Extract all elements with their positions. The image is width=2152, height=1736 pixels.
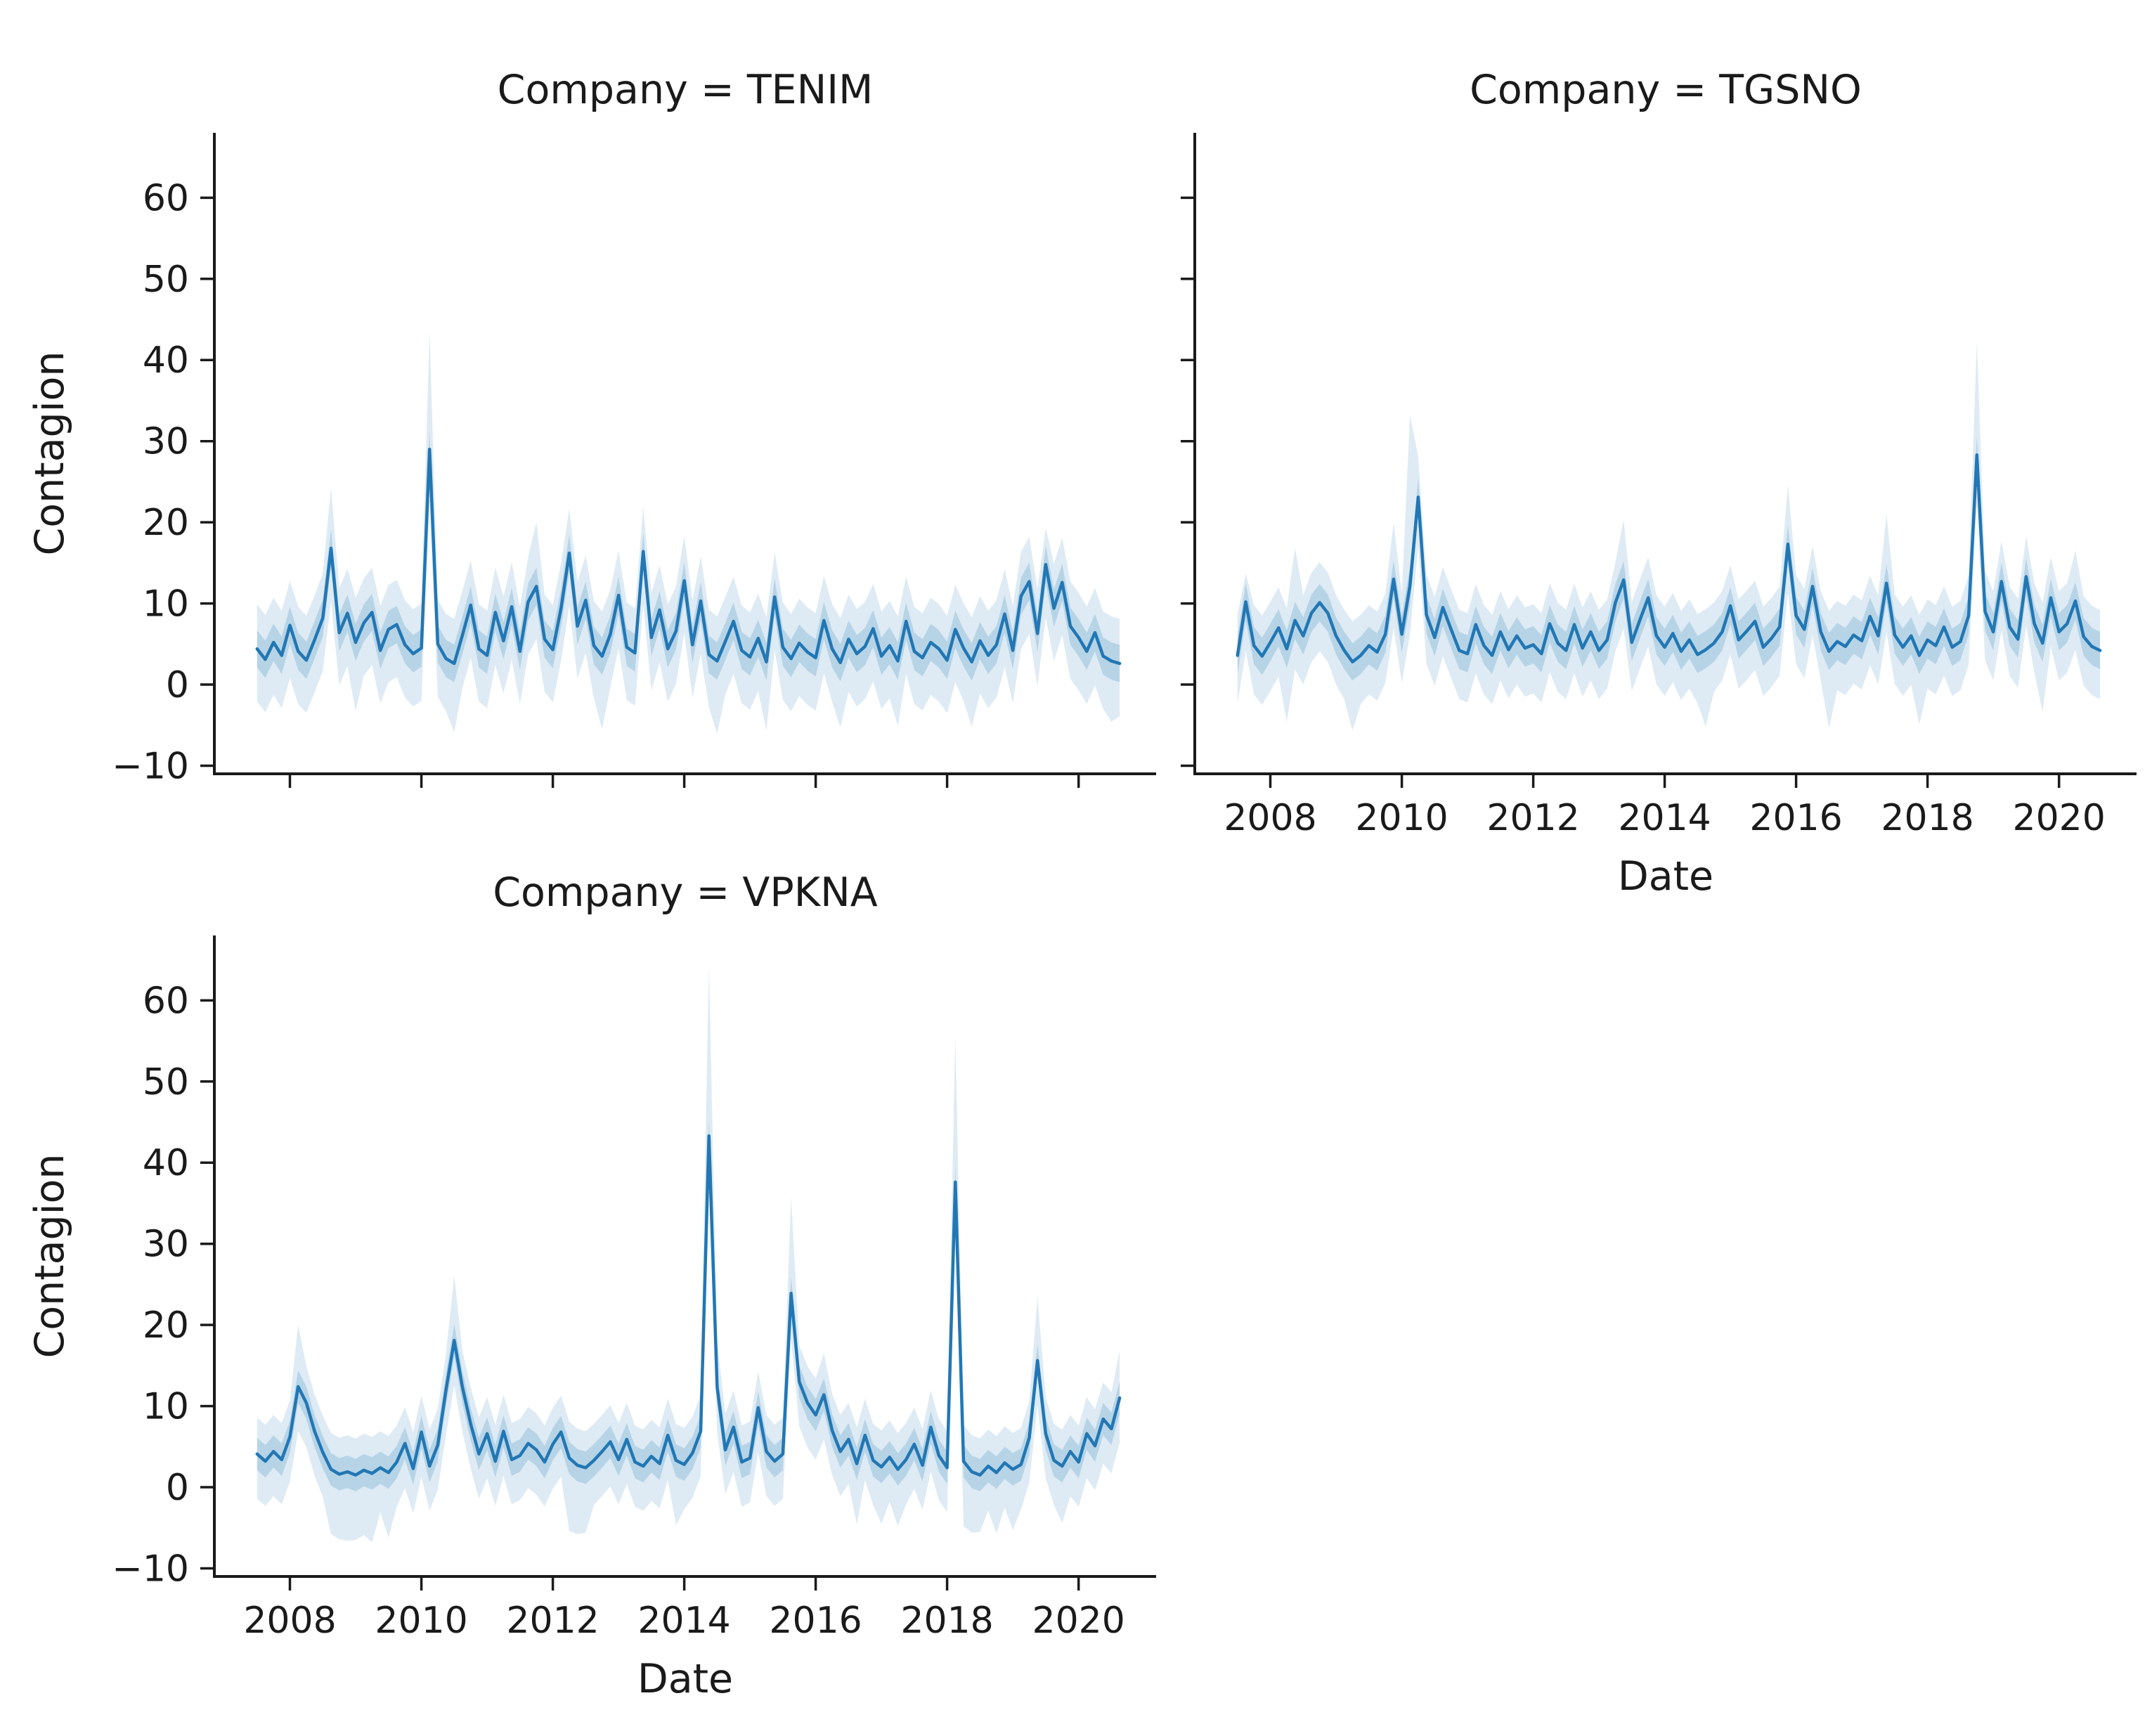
y-tick-label: 30 — [143, 1224, 189, 1266]
x-tick-label: 2010 — [1355, 797, 1448, 839]
x-tick-label: 2008 — [1224, 797, 1316, 839]
y-tick-label: 60 — [143, 980, 189, 1022]
x-tick-label: 2016 — [769, 1600, 862, 1642]
facet-title: Company = TENIM — [498, 67, 874, 113]
y-tick-label: 40 — [143, 339, 189, 382]
y-tick-label: 60 — [143, 177, 189, 219]
facet-panel-tenim: Company = TENIM −10 0 10 20 30 40 50 60 Contagion — [27, 67, 1156, 788]
x-tick-label: 2012 — [1486, 797, 1579, 839]
y-axis-label: Contagion — [27, 351, 73, 555]
y-tick-label: 0 — [166, 664, 189, 706]
x-tick-label: 2020 — [2013, 797, 2106, 839]
facet-title: Company = VPKNA — [493, 869, 878, 916]
y-axis-label: Contagion — [27, 1153, 73, 1358]
x-tick-label: 2016 — [1749, 797, 1842, 839]
confidence-band-inner — [1237, 436, 2101, 681]
y-tick-label: 40 — [143, 1142, 189, 1184]
y-tick-label: 20 — [143, 1304, 189, 1347]
contagion-line — [255, 1134, 1122, 1477]
confidence-band — [1237, 341, 2101, 731]
y-tick-label: 20 — [143, 502, 189, 544]
y-tick-label: 0 — [166, 1467, 189, 1509]
x-axis-label: Date — [637, 1656, 733, 1702]
x-tick-label: 2014 — [1618, 797, 1711, 839]
x-tick-label: 2020 — [1032, 1600, 1125, 1642]
y-tick-label: −10 — [112, 746, 189, 788]
x-tick-label: 2014 — [637, 1600, 730, 1642]
confidence-band — [257, 331, 1120, 734]
y-tick-label: −10 — [112, 1548, 189, 1591]
x-axis-label: Date — [1618, 853, 1713, 900]
facet-panel-vpkna: Company = VPKNA −10 0 10 20 30 40 50 60 2008 2010 2… — [27, 869, 1156, 1702]
y-tick-label: 30 — [143, 421, 189, 463]
y-tick-label: 50 — [143, 1061, 189, 1103]
x-tick-label: 2008 — [243, 1600, 336, 1642]
contagion-line — [255, 447, 1122, 666]
facet-title: Company = TGSNO — [1470, 67, 1862, 113]
facet-panel-tgsno: Company = TGSNO 2008 2010 2012 2014 2016 2018 2… — [1181, 67, 2137, 900]
y-tick-label: 10 — [143, 1386, 189, 1428]
y-tick-label: 50 — [143, 259, 189, 301]
confidence-band — [257, 964, 1120, 1543]
contagion-line — [1236, 453, 2102, 663]
x-tick-label: 2018 — [1881, 797, 1973, 839]
x-tick-label: 2010 — [375, 1600, 467, 1642]
x-tick-label: 2012 — [506, 1600, 599, 1642]
x-tick-label: 2018 — [900, 1600, 993, 1642]
y-tick-label: 10 — [143, 583, 189, 626]
